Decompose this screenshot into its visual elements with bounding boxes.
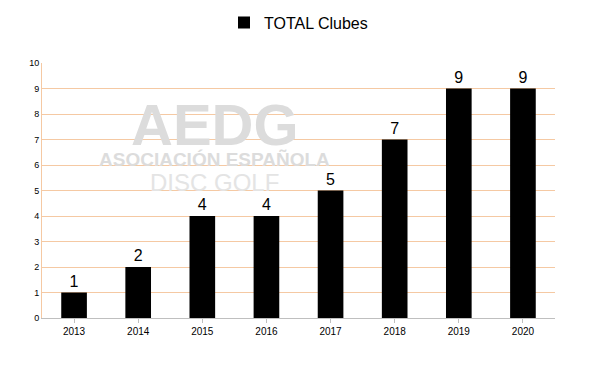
svg-text:3: 3 xyxy=(34,237,39,247)
svg-text:7: 7 xyxy=(390,120,399,137)
svg-text:TOTAL Clubes: TOTAL Clubes xyxy=(264,15,368,32)
svg-text:2: 2 xyxy=(134,247,143,264)
svg-text:2019: 2019 xyxy=(448,326,471,337)
svg-text:5: 5 xyxy=(34,186,39,196)
svg-text:2015: 2015 xyxy=(191,326,214,337)
svg-text:ASOCIACIÓN ESPAÑOLA: ASOCIACIÓN ESPAÑOLA xyxy=(99,149,330,170)
svg-text:8: 8 xyxy=(34,109,39,119)
svg-text:4: 4 xyxy=(262,196,271,213)
svg-text:2016: 2016 xyxy=(255,326,278,337)
svg-text:5: 5 xyxy=(326,171,335,188)
svg-text:4: 4 xyxy=(34,211,39,221)
svg-text:2018: 2018 xyxy=(384,326,407,337)
svg-text:7: 7 xyxy=(34,135,39,145)
svg-text:10: 10 xyxy=(29,58,39,68)
svg-text:9: 9 xyxy=(34,84,39,94)
svg-text:2020: 2020 xyxy=(512,326,535,337)
svg-text:1: 1 xyxy=(34,288,39,298)
svg-text:9: 9 xyxy=(518,69,527,86)
svg-text:1: 1 xyxy=(70,273,79,290)
svg-text:6: 6 xyxy=(34,160,39,170)
svg-text:AEDG: AEDG xyxy=(131,92,299,157)
svg-text:9: 9 xyxy=(454,69,463,86)
svg-text:2017: 2017 xyxy=(319,326,342,337)
svg-text:2013: 2013 xyxy=(63,326,86,337)
svg-text:2: 2 xyxy=(34,262,39,272)
svg-text:DISC GOLF: DISC GOLF xyxy=(150,169,279,196)
svg-text:4: 4 xyxy=(198,196,207,213)
svg-text:0: 0 xyxy=(34,313,39,323)
svg-text:2014: 2014 xyxy=(127,326,150,337)
